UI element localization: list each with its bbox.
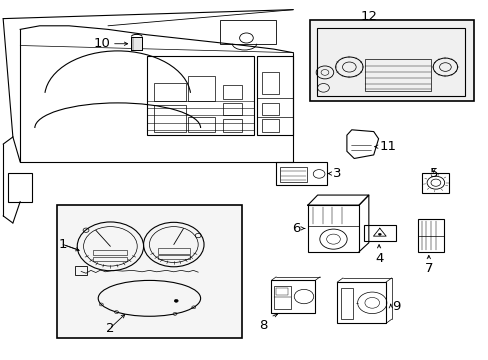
Bar	[147, 56, 254, 135]
Bar	[310, 21, 473, 101]
Bar	[261, 72, 278, 94]
Text: 10: 10	[93, 37, 110, 50]
Bar	[8, 173, 32, 202]
Text: 1: 1	[58, 238, 66, 251]
Bar	[188, 117, 215, 132]
Bar	[188, 76, 215, 101]
Circle shape	[378, 233, 381, 235]
Bar	[222, 119, 242, 132]
Bar	[316, 28, 465, 96]
Bar	[158, 255, 189, 259]
Bar	[422, 173, 448, 193]
Bar	[154, 83, 185, 101]
Bar	[158, 248, 189, 253]
Bar	[93, 257, 127, 261]
Text: 9: 9	[391, 300, 400, 313]
Text: 7: 7	[424, 262, 432, 275]
Bar	[336, 282, 385, 323]
Bar	[280, 167, 306, 182]
Bar	[220, 21, 276, 44]
Text: 8: 8	[259, 319, 267, 332]
Bar	[271, 280, 315, 313]
Bar	[75, 266, 87, 275]
Bar	[222, 103, 242, 116]
Bar	[276, 162, 327, 185]
Bar	[307, 205, 358, 252]
Bar	[340, 288, 352, 319]
Bar	[93, 250, 127, 255]
Bar	[365, 59, 430, 91]
Bar	[131, 37, 142, 50]
Text: 2: 2	[105, 322, 114, 335]
Bar	[417, 220, 444, 252]
Text: 12: 12	[360, 10, 377, 23]
Bar	[363, 225, 395, 241]
Text: 11: 11	[379, 140, 396, 153]
Bar	[261, 119, 278, 132]
Text: 3: 3	[332, 167, 341, 180]
Bar	[222, 85, 242, 99]
Bar	[154, 105, 185, 132]
Circle shape	[174, 300, 178, 302]
Text: 6: 6	[292, 222, 300, 235]
Bar	[256, 56, 293, 135]
Bar	[57, 205, 242, 338]
Text: 5: 5	[428, 167, 437, 180]
Bar	[261, 103, 278, 116]
Bar	[276, 288, 288, 296]
Bar	[274, 286, 291, 309]
Text: 4: 4	[374, 252, 383, 265]
